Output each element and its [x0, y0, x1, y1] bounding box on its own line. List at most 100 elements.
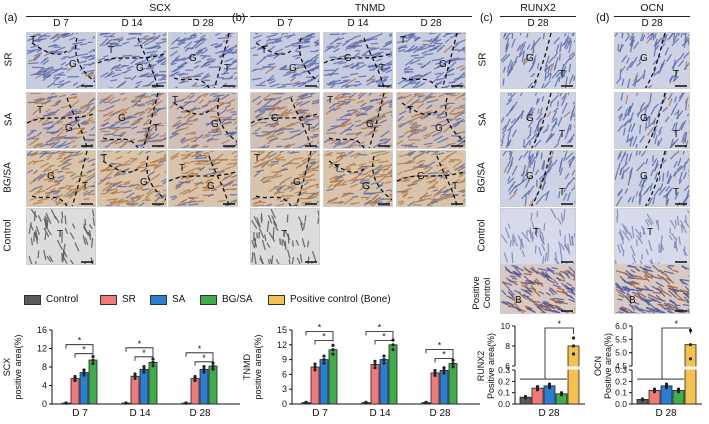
chart-tnmd-point — [364, 400, 368, 405]
chart-tnmd-ytick-label: 12 — [277, 340, 287, 350]
micrograph-ocn-r3: T — [614, 208, 690, 265]
chart-tnmd-sig-star: * — [442, 349, 446, 359]
chart-tnmd-sig-bracket — [305, 331, 334, 342]
panel-a-letter: (a) — [4, 12, 18, 24]
chart-runx2-point — [535, 384, 540, 389]
row-label-c-control: Control — [476, 219, 488, 252]
chart-scx-bar — [79, 372, 89, 405]
tile-letter-t: T — [82, 181, 89, 192]
tile-letter-t: T — [559, 187, 566, 198]
chart-tnmd-point — [322, 354, 326, 358]
chart-tnmd-sig-bracket — [425, 348, 454, 360]
chart-scx-point — [82, 370, 86, 375]
tile-letter-t: T — [673, 69, 680, 80]
tile-letter-g: G — [136, 63, 144, 74]
chart-tnmd-bar — [379, 359, 389, 405]
chart-scx-bar — [130, 375, 140, 405]
tile-letter-g: G — [69, 59, 77, 70]
chart-ocn-ytick-label: 0.2 — [615, 376, 627, 386]
legend-label-sa: SA — [172, 294, 186, 305]
chart-scx-bar — [190, 378, 200, 405]
tile-letter-g: G — [47, 171, 55, 182]
row-label-c-sr: SR — [477, 52, 489, 67]
tile-letter-b: B — [515, 295, 522, 306]
chart-tnmd-point — [442, 366, 446, 370]
chart-tnmd-point — [391, 347, 395, 352]
chart-runx2-sig-star: * — [557, 319, 561, 329]
chart-ocn-ylabel-2: Positive area(%) — [603, 333, 613, 399]
chart-ocn-ytick-label: 4.5 — [615, 361, 627, 371]
tile-letter-g: G — [526, 171, 534, 182]
chart-tnmd-ytick-label: 6 — [282, 369, 287, 379]
chart-tnmd-point — [433, 368, 437, 373]
chart-tnmd-ylabel-1: TNMD — [242, 354, 252, 380]
tile-letter-t: T — [30, 35, 37, 46]
chart-scx-ytick-label: 12 — [37, 344, 47, 354]
chart-scx-sig-star: * — [78, 336, 82, 346]
chart-tnmd-bar — [448, 363, 458, 405]
chart-runx2-ytick-label: 8 — [505, 341, 510, 351]
tile-letter-t: T — [37, 105, 44, 116]
chart-tnmd-point — [313, 368, 317, 372]
panel-c-title: RUNX2 — [520, 2, 556, 14]
panel-d-col-d28: D 28 — [641, 18, 663, 29]
chart-tnmd-point — [442, 371, 446, 375]
tile-letter-t: T — [261, 45, 268, 56]
chart-scx-point — [193, 374, 197, 379]
chart-runx2-ytick-label: 0.3 — [498, 365, 510, 375]
chart-runx2-sig-bracket — [544, 327, 574, 380]
chart-tnmd-xtick-label: D 28 — [429, 408, 451, 419]
chart-tnmd-point — [373, 362, 377, 367]
chart-scx-point — [82, 368, 86, 372]
legend-label-bgsa: BG/SA — [222, 294, 253, 305]
tile-letter-t: T — [647, 227, 654, 238]
chart-tnmd-point — [313, 362, 317, 366]
chart-ocn-ytick-label: 0.0 — [615, 399, 627, 409]
chart-tnmd-sig-star: * — [322, 331, 326, 341]
legend-swatch-sr — [100, 295, 117, 305]
chart-tnmd-sig-star: * — [378, 322, 382, 332]
chart-ocn-xtick-label: D 28 — [655, 408, 677, 419]
tile-letter-t: T — [108, 45, 115, 56]
chart-scx-point — [211, 364, 215, 368]
chart-scx-xtick-label: D 7 — [72, 408, 88, 419]
tile-letter-t: T — [327, 95, 334, 106]
chart-tnmd-point — [382, 358, 386, 362]
chart-tnmd-point — [391, 343, 395, 347]
tile-letter-t: T — [306, 123, 313, 134]
chart-runx2-ytick-label: 0.1 — [498, 388, 510, 398]
panel-a-col-d7: D 7 — [53, 18, 69, 29]
chart-runx2-point — [523, 394, 528, 399]
tile-letter-g: G — [344, 53, 352, 64]
tile-letter-t: T — [254, 153, 261, 164]
tile-letter-t: T — [559, 69, 566, 80]
panel-a-title-rule — [26, 16, 248, 17]
chart-tnmd-ytick-label: 0 — [282, 399, 287, 409]
legend: Control SR SA BG/SA Positive control (Bo… — [0, 293, 470, 309]
panel-b-col-d14: D 14 — [347, 18, 369, 29]
chart-tnmd-point — [331, 348, 335, 352]
tile-letter-t: T — [407, 105, 414, 116]
chart-tnmd-ytick-label: 9 — [282, 355, 287, 365]
panel-b-title: TNMD — [354, 2, 386, 14]
chart-scx-sig-star: * — [142, 348, 146, 358]
chart-tnmd-sig-bracket — [365, 331, 394, 342]
chart-tnmd-bar — [388, 344, 398, 405]
chart-tnmd-point — [313, 365, 317, 369]
chart-tnmd-point — [424, 400, 428, 405]
tile-letter-t: T — [400, 35, 407, 46]
legend-label-sr: SR — [122, 294, 136, 305]
chart-runx2-ytick-label: 10 — [501, 321, 511, 331]
tile-letter-g: G — [271, 113, 279, 124]
chart-scx-sig-bracket — [194, 361, 213, 366]
